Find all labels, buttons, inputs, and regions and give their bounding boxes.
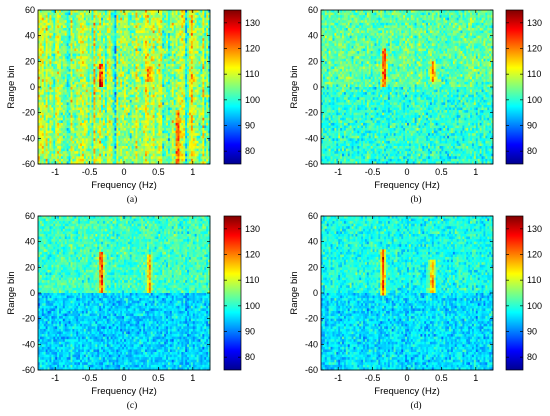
y-tick-label: -60 <box>22 159 35 169</box>
x-tick-label: 1 <box>190 167 195 177</box>
colorbar-tick-label: 80 <box>527 146 537 156</box>
colorbar-tick-label: 130 <box>527 18 542 28</box>
y-tick-label: 40 <box>25 237 35 247</box>
y-tick-label: -60 <box>305 365 318 375</box>
y-tick-label: 60 <box>308 5 318 15</box>
panel-caption: (a) <box>127 194 138 205</box>
colorbar-tick-label: 100 <box>527 95 542 105</box>
colorbar-tick-label: 120 <box>527 44 542 54</box>
x-tick-label: -0.5 <box>365 167 381 177</box>
y-tick-label: -60 <box>22 365 35 375</box>
y-tick-label: 40 <box>25 31 35 41</box>
colorbar <box>224 216 241 370</box>
panel-0: -1 -0.5 0 0.5 1 60 40 20 0 -20 -40 -60 Frequency (Hz… <box>6 5 260 205</box>
colorbar-tick-label: 110 <box>245 275 259 285</box>
heatmap-cells <box>321 216 493 370</box>
heatmap-cells <box>38 10 210 164</box>
colorbar-tick-label: 90 <box>245 327 255 337</box>
y-tick-label: -20 <box>305 314 318 324</box>
x-tick-label: 0 <box>121 373 126 383</box>
colorbar-tick-label: 110 <box>527 275 541 285</box>
y-axis-label: Range bin <box>289 65 300 108</box>
colorbar-tick-label: 100 <box>527 301 542 311</box>
y-tick-label: 40 <box>308 31 318 41</box>
colorbar-tick-label: 120 <box>245 250 260 260</box>
x-tick-label: -0.5 <box>365 373 381 383</box>
y-tick-label: -20 <box>22 314 35 324</box>
y-tick-label: 0 <box>313 288 318 298</box>
x-axis-label: Frequency (Hz) <box>91 386 156 397</box>
x-tick-label: 1 <box>473 167 478 177</box>
y-tick-label: 0 <box>313 82 318 92</box>
y-tick-label: -20 <box>22 108 35 118</box>
y-tick-label: 0 <box>30 82 35 92</box>
x-tick-label: -0.5 <box>82 373 98 383</box>
colorbar-tick-label: 100 <box>245 301 260 311</box>
heatmap-cells <box>321 10 493 164</box>
y-tick-label: 60 <box>308 211 318 221</box>
y-tick-label: -60 <box>305 159 318 169</box>
y-tick-label: -40 <box>22 133 35 143</box>
colorbar-tick-label: 110 <box>245 69 259 79</box>
colorbar <box>506 10 523 164</box>
colorbar <box>506 216 523 370</box>
y-tick-label: 60 <box>25 211 35 221</box>
colorbar-tick-label: 90 <box>527 327 537 337</box>
colorbar-tick-label: 100 <box>245 95 260 105</box>
y-tick-label: 20 <box>308 262 318 272</box>
panel-3: -1 -0.5 0 0.5 1 60 40 20 0 -20 -40 -60 Frequency (Hz… <box>289 211 542 411</box>
y-axis-label: Range bin <box>6 65 17 108</box>
colorbar-tick-label: 130 <box>245 224 260 234</box>
colorbar-tick-label: 130 <box>245 18 260 28</box>
colorbar-tick-label: 110 <box>527 69 541 79</box>
y-tick-label: 0 <box>30 288 35 298</box>
y-tick-label: 20 <box>25 56 35 66</box>
panel-2: -1 -0.5 0 0.5 1 60 40 20 0 -20 -40 -60 Frequency (Hz… <box>6 211 260 411</box>
y-axis-label: Range bin <box>6 271 17 314</box>
y-tick-label: 60 <box>25 5 35 15</box>
x-tick-label: 1 <box>190 373 195 383</box>
x-tick-label: -1 <box>51 167 59 177</box>
colorbar-tick-label: 90 <box>245 121 255 131</box>
x-axis-label: Frequency (Hz) <box>91 180 156 191</box>
x-tick-label: -1 <box>51 373 59 383</box>
x-tick-label: 0 <box>121 167 126 177</box>
y-tick-label: -20 <box>305 108 318 118</box>
colorbar-tick-label: 120 <box>527 250 542 260</box>
colorbar-tick-label: 80 <box>245 146 255 156</box>
x-axis-label: Frequency (Hz) <box>374 386 439 397</box>
x-tick-label: 0.5 <box>152 373 165 383</box>
panel-1: -1 -0.5 0 0.5 1 60 40 20 0 -20 -40 -60 Frequency (Hz… <box>289 5 542 205</box>
x-tick-label: 0 <box>404 373 409 383</box>
y-axis-label: Range bin <box>289 271 300 314</box>
x-tick-label: -1 <box>334 373 342 383</box>
x-tick-label: -1 <box>334 167 342 177</box>
panel-caption: (c) <box>127 400 138 411</box>
x-tick-label: 0.5 <box>152 167 165 177</box>
y-tick-label: 20 <box>308 56 318 66</box>
y-tick-label: 40 <box>308 237 318 247</box>
colorbar-tick-label: 130 <box>527 224 542 234</box>
x-tick-label: 0 <box>404 167 409 177</box>
x-tick-label: 1 <box>473 373 478 383</box>
colorbar-tick-label: 120 <box>245 44 260 54</box>
panel-caption: (d) <box>410 400 421 411</box>
heatmap-cells <box>38 216 210 370</box>
colorbar-tick-label: 80 <box>527 352 537 362</box>
x-axis-label: Frequency (Hz) <box>374 180 439 191</box>
colorbar <box>224 10 241 164</box>
y-tick-label: -40 <box>305 339 318 349</box>
x-tick-label: -0.5 <box>82 167 98 177</box>
colorbar-tick-label: 80 <box>245 352 255 362</box>
panel-caption: (b) <box>410 194 421 205</box>
y-tick-label: -40 <box>22 339 35 349</box>
x-tick-label: 0.5 <box>435 373 448 383</box>
y-tick-label: 20 <box>25 262 35 272</box>
colorbar-tick-label: 90 <box>527 121 537 131</box>
x-tick-label: 0.5 <box>435 167 448 177</box>
y-tick-label: -40 <box>305 133 318 143</box>
